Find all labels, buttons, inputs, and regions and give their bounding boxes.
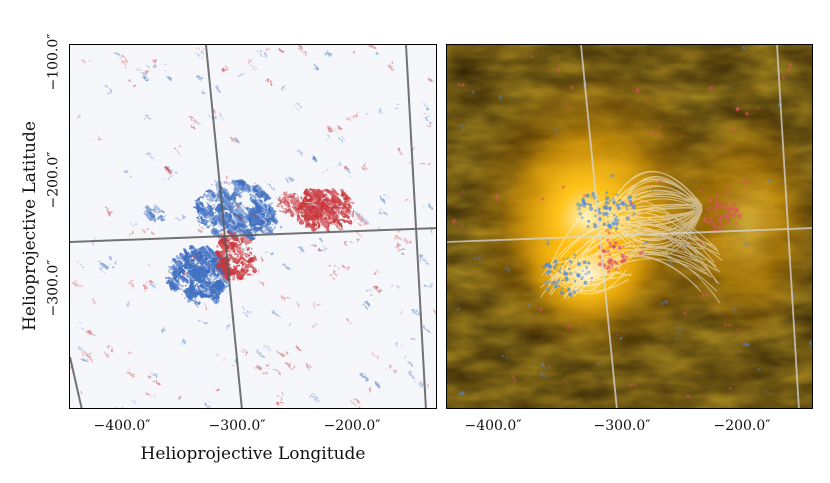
x-tick-label: −400.0″ — [464, 418, 522, 434]
y-tick-label: −100.0″ — [45, 33, 62, 91]
magnetogram-image — [70, 45, 436, 408]
x-tick-label: −200.0″ — [713, 418, 771, 434]
coordinate-grid — [70, 45, 436, 408]
x-axis-label: Helioprojective Longitude — [140, 444, 366, 464]
x-tick-label: −400.0″ — [93, 418, 151, 434]
y-axis-label: Helioprojective Latitude — [20, 121, 40, 331]
x-tick-label: −300.0″ — [208, 418, 266, 434]
magnetogram-panel — [69, 44, 437, 409]
coordinate-grid — [447, 45, 812, 408]
y-tick-label: −200.0″ — [45, 151, 62, 209]
x-tick-label: −200.0″ — [323, 418, 381, 434]
euv-panel — [446, 44, 813, 409]
x-tick-label: −300.0″ — [593, 418, 651, 434]
y-tick-label: −300.0″ — [45, 259, 62, 317]
euv-image — [447, 45, 812, 408]
